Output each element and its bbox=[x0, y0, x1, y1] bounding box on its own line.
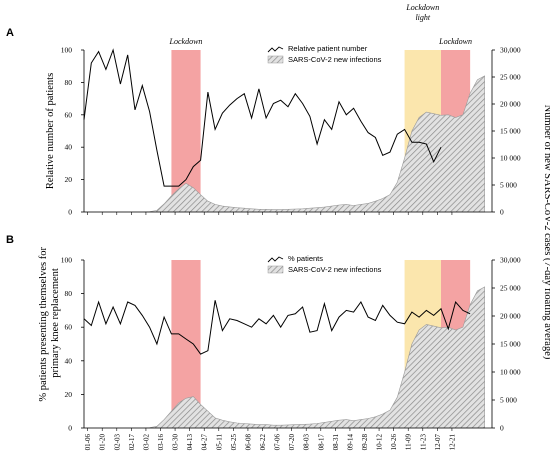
right-axis-label: Number of new SARS-CoV-2 cases (7-day fl… bbox=[542, 105, 550, 360]
x-tick-label: 10-26 bbox=[390, 434, 398, 451]
y-tick-label-right: 25 000 bbox=[500, 73, 521, 82]
y-tick-label-right: 30,000 bbox=[500, 256, 521, 265]
panel-a: 0 20 40 60 80 100 0 5 000 10 000 15 000 20 000 25 0… bbox=[61, 3, 521, 217]
legend-hatch-swatch bbox=[267, 265, 284, 274]
y-tick-label-right: 20 000 bbox=[500, 100, 521, 109]
x-tick-label: 01-06 bbox=[84, 434, 92, 451]
legend: Relative patient number SARS-CoV-2 new in… bbox=[265, 43, 393, 65]
y-axis-label-b-line1: % patients presenting themselves for bbox=[38, 247, 49, 402]
infections-area bbox=[84, 286, 485, 429]
y-tick-label-left: 0 bbox=[68, 208, 72, 217]
x-tick-label: 08-31 bbox=[332, 434, 340, 451]
y-tick-label-right: 30,000 bbox=[500, 46, 521, 55]
x-tick-label: 12-21 bbox=[448, 434, 456, 451]
y-tick-label-right: 15 000 bbox=[500, 340, 521, 349]
x-tick-label: 05-11 bbox=[215, 434, 223, 451]
y-tick-label-right: 15 000 bbox=[500, 127, 521, 136]
y-tick-label-right: 25 000 bbox=[500, 284, 521, 293]
x-tick-label: 10-12 bbox=[376, 434, 384, 451]
x-tick-label: 08-03 bbox=[303, 434, 311, 451]
y-tick-label-left: 100 bbox=[61, 256, 73, 265]
x-tick-label: 09-28 bbox=[361, 434, 369, 451]
period-label-line1: Lockdown bbox=[405, 3, 439, 12]
y-tick-label-left: 60 bbox=[65, 323, 73, 332]
y-tick-label-left: 20 bbox=[65, 175, 73, 184]
x-tick-label: 07-20 bbox=[288, 434, 296, 451]
y-tick-label-right: 10 000 bbox=[500, 154, 521, 163]
y-tick-label-right: 5 000 bbox=[500, 396, 517, 405]
panel-letter-a: A bbox=[6, 27, 14, 39]
x-tick-label: 02-03 bbox=[113, 434, 121, 451]
legend-line-swatch bbox=[267, 46, 284, 53]
legend-label-patients: Relative patient number bbox=[288, 44, 368, 53]
x-tick-label: 02-17 bbox=[128, 434, 136, 451]
y-tick-label-left: 40 bbox=[65, 143, 73, 152]
x-tick-label: 07-06 bbox=[274, 434, 282, 451]
legend-line-swatch bbox=[267, 256, 284, 263]
period-label-line2: light bbox=[415, 13, 430, 22]
y-tick-label-left: 80 bbox=[65, 289, 73, 298]
y-tick-label-left: 0 bbox=[68, 424, 72, 433]
legend: % patients SARS-CoV-2 new infections bbox=[265, 253, 393, 275]
y-tick-label-right: 10 000 bbox=[500, 368, 521, 377]
x-tick-label: 03-30 bbox=[172, 434, 180, 451]
x-tick-label: 11-09 bbox=[405, 434, 413, 451]
x-tick-label: 04-13 bbox=[186, 434, 194, 451]
y-axis-label-b: % patients presenting themselves for pri… bbox=[38, 244, 61, 401]
legend-box bbox=[265, 253, 393, 275]
period-label: Lockdown bbox=[438, 37, 472, 46]
x-tick-label: 03-16 bbox=[157, 434, 165, 451]
y-tick-label-right: 0 bbox=[500, 424, 504, 433]
x-tick-label: 09-14 bbox=[346, 434, 354, 451]
x-tick-label: 06-22 bbox=[259, 434, 267, 451]
y-tick-label-right: 20 000 bbox=[500, 312, 521, 321]
y-axis-label-b-line2: primary knee replacement bbox=[50, 268, 61, 378]
y-tick-label-left: 60 bbox=[65, 110, 73, 119]
x-tick-label: 03-02 bbox=[142, 434, 150, 451]
x-tick-label: 01-20 bbox=[99, 434, 107, 451]
legend-hatch-swatch bbox=[267, 55, 284, 64]
infections-area bbox=[84, 75, 485, 213]
x-tick-label: 04-27 bbox=[201, 434, 209, 451]
x-tick-label: 12-07 bbox=[434, 434, 442, 451]
panel-letter-b: B bbox=[6, 234, 14, 246]
y-tick-label-left: 100 bbox=[61, 46, 73, 55]
y-tick-label-left: 20 bbox=[65, 390, 73, 399]
y-axis-label-a: Relative number of patients bbox=[45, 73, 56, 189]
legend-label-infections: SARS-CoV-2 new infections bbox=[288, 265, 382, 274]
x-tick-label: 11-23 bbox=[419, 434, 427, 451]
x-tick-label: 05-25 bbox=[230, 434, 238, 451]
x-tick-label: 06-08 bbox=[244, 434, 252, 451]
legend-label-infections: SARS-CoV-2 new infections bbox=[288, 55, 382, 64]
legend-label-patients: % patients bbox=[288, 254, 323, 263]
y-tick-label-left: 40 bbox=[65, 356, 73, 365]
y-tick-label-right: 5 000 bbox=[500, 181, 517, 190]
legend-box bbox=[265, 43, 393, 65]
y-tick-label-left: 80 bbox=[65, 78, 73, 87]
y-tick-label-right: 0 bbox=[500, 208, 504, 217]
patient-line bbox=[83, 48, 442, 187]
x-tick-label: 08-17 bbox=[317, 434, 325, 451]
panel-b: 0 20 40 60 80 100 0 5 000 10 000 15 000 20 000 25 0… bbox=[61, 253, 521, 450]
patient-line bbox=[83, 300, 471, 355]
period-label: Lockdown bbox=[169, 37, 203, 46]
